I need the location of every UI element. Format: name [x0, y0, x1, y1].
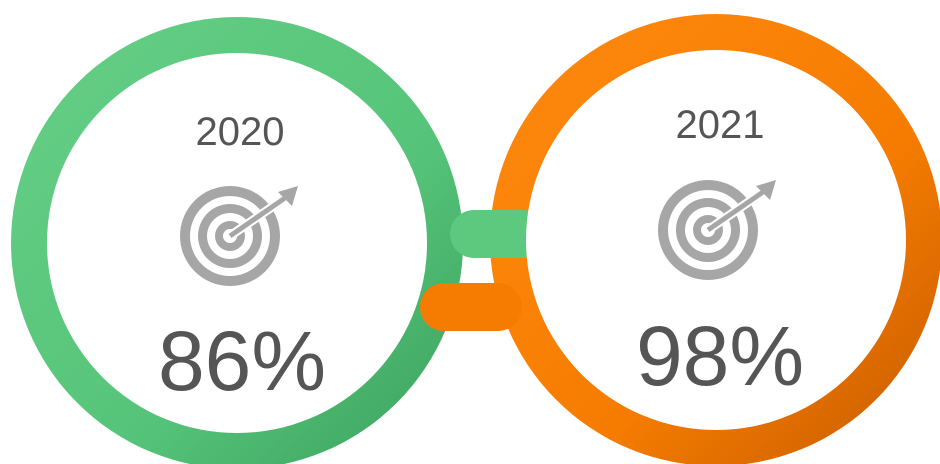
connector-orange [420, 283, 522, 331]
percent-label: 98% [636, 309, 804, 403]
year-label: 2021 [676, 103, 765, 147]
percent-label: 86% [158, 314, 326, 408]
year-label: 2020 [196, 110, 285, 154]
connector-green [450, 210, 546, 258]
